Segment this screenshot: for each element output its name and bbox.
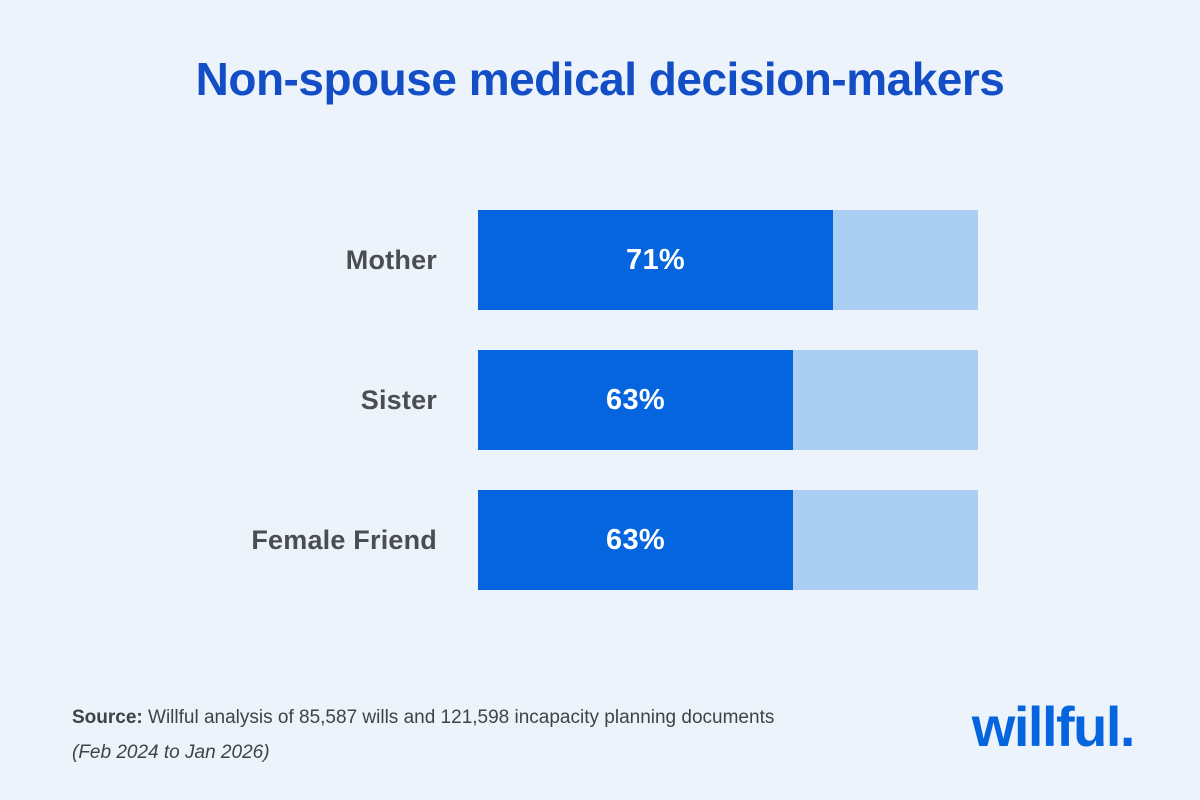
source-text: Willful analysis of 85,587 wills and 121… [148,707,775,728]
bar-fill: 63% [478,490,793,590]
bar-row: Female Friend 63% [0,490,1200,590]
source-label: Source: [72,707,143,728]
bar-row: Sister 63% [0,350,1200,450]
bar-row: Mother 71% [0,210,1200,310]
bar-fill: 63% [478,350,793,450]
bar-category-label: Sister [360,384,437,415]
willful-logo: willful. [971,695,1136,758]
bar-track: 63% [478,350,978,450]
bar-category-label: Mother [345,244,437,275]
bar-track: 71% [478,210,978,310]
bar-category-label: Female Friend [251,524,437,555]
source-period: (Feb 2024 to Jan 2026) [72,742,270,763]
bar-value-label: 63% [606,383,665,416]
bar-value-label: 71% [626,243,685,276]
bar-fill: 71% [478,210,833,310]
bar-value-label: 63% [606,523,665,556]
source-note: Source: Willful analysis of 85,587 wills… [72,700,774,770]
chart-title: Non-spouse medical decision-makers [195,53,1005,105]
bar-track: 63% [478,490,978,590]
